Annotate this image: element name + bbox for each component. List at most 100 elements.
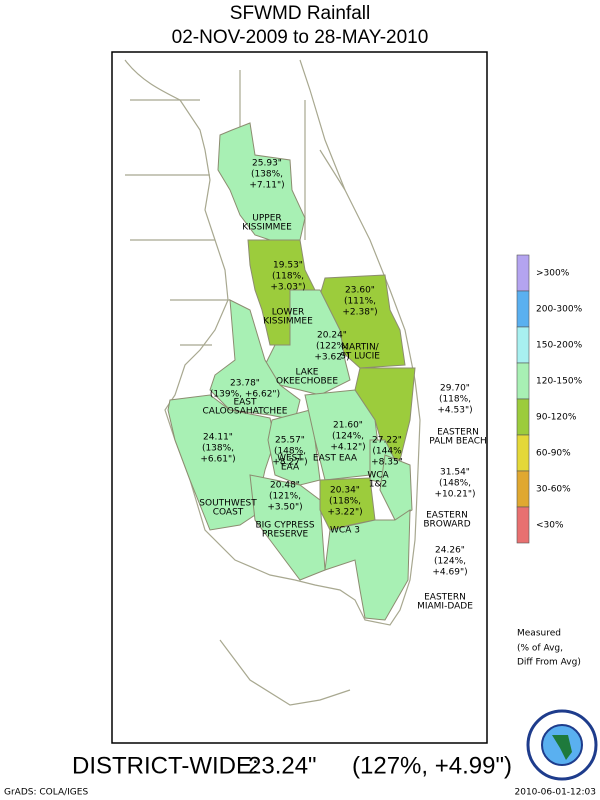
region-value: (148%, — [439, 479, 471, 489]
region-value: 20.34" — [330, 486, 360, 496]
logo — [526, 709, 598, 781]
legend-label: 150-200% — [536, 341, 583, 351]
legend-swatch — [516, 506, 530, 544]
legend-label: 60-90% — [536, 449, 571, 459]
footer-left: GrADS: COLA/IGES — [4, 788, 88, 798]
region-name: ST LUCIE — [340, 352, 380, 362]
region-value: +4.53") — [437, 406, 472, 416]
region-value: (122%, — [316, 342, 348, 352]
region-value: +2.38") — [342, 308, 377, 318]
region-value: 23.60" — [345, 286, 375, 296]
region-name: MIAMI-DADE — [417, 602, 473, 612]
region-value: (148%, — [274, 447, 306, 457]
region-name: EASTERN — [437, 428, 479, 438]
region-name: WCA — [367, 471, 389, 481]
region-value: +8.27") — [272, 458, 307, 468]
region-value: 20.24" — [317, 331, 347, 341]
region-value: 24.26" — [435, 546, 465, 556]
region-name: KISSIMMEE — [263, 317, 313, 327]
region-name: EASTERN — [424, 593, 466, 603]
region-value: 21.60" — [333, 421, 363, 431]
region-value: 24.11" — [203, 433, 233, 443]
region-value: 20.48" — [270, 481, 300, 491]
legend-swatch — [516, 434, 530, 472]
region-name: WCA 3 — [330, 526, 360, 536]
region-value: +7.11") — [249, 181, 284, 191]
region-shape — [324, 509, 411, 621]
region-labels: 25.93"(138%,+7.11")UPPERKISSIMMEE19.53"(… — [199, 159, 487, 612]
region-name: EAST EAA — [313, 454, 358, 464]
region-name: MARTIN/ — [341, 343, 379, 353]
region-value: (139%, +6.62") — [210, 390, 280, 400]
region-value: (118%, — [272, 272, 304, 282]
region-value: (124%, — [332, 432, 364, 442]
region-name: LAKE — [296, 368, 319, 378]
region-value: +3.50") — [267, 503, 302, 513]
coastline — [124, 59, 421, 706]
region-shape — [319, 477, 376, 531]
legend-label: <30% — [536, 521, 564, 531]
region-name: 1&2 — [369, 480, 387, 490]
region-name: OKEECHOBEE — [276, 377, 338, 387]
region-value: +3.22") — [327, 508, 362, 518]
region-value: 25.93" — [252, 159, 282, 169]
region-value: (111%, — [344, 297, 376, 307]
title: SFWMD Rainfall — [230, 3, 370, 24]
region-value: +4.69") — [432, 568, 467, 578]
region-value: (138%, — [202, 444, 234, 454]
region-name: UPPER — [252, 214, 281, 224]
region-name: KISSIMMEE — [242, 223, 292, 233]
region-value: +6.61") — [200, 455, 235, 465]
legend-swatch — [516, 398, 530, 436]
region-value: (138%, — [251, 170, 283, 180]
district-detail: (127%, +4.99") — [352, 752, 512, 779]
legend-label: >300% — [536, 269, 570, 279]
regions — [167, 122, 416, 621]
region-value: (118%, — [439, 395, 471, 405]
region-name: BROWARD — [423, 520, 470, 530]
note-line: (% of Avg, — [517, 644, 563, 654]
region-name: BIG CYPRESS — [255, 521, 314, 531]
legend-label: 90-120% — [536, 413, 577, 423]
region-name: LOWER — [272, 308, 305, 318]
map-frame — [111, 51, 488, 744]
region-name: WEST — [277, 454, 303, 464]
region-value: 23.78" — [230, 379, 260, 389]
subtitle: 02-NOV-2009 to 28-MAY-2010 — [172, 27, 429, 48]
note-line: Diff From Avg) — [517, 658, 581, 668]
note-line: Measured — [517, 629, 561, 639]
region-name: SOUTHWEST — [199, 499, 257, 509]
region-value: +3.03") — [270, 283, 305, 293]
region-value: +8.35" — [371, 458, 403, 468]
region-value: 29.70" — [440, 384, 470, 394]
legend-label: 30-60% — [536, 485, 571, 495]
region-value: 19.53" — [273, 261, 303, 271]
region-value: +10.21") — [435, 490, 476, 500]
district-total: 23.24" — [248, 752, 317, 779]
district-label: DISTRICT-WIDE: — [72, 752, 259, 779]
legend-swatch — [516, 362, 530, 400]
region-name: CALOOSAHATCHEE — [203, 407, 288, 417]
region-value: 27.22" — [372, 436, 402, 446]
legend-swatch — [516, 470, 530, 508]
region-value: (144% — [372, 447, 402, 457]
region-name: COAST — [213, 508, 244, 518]
legend-swatch — [516, 254, 530, 292]
region-name: PRESERVE — [262, 530, 309, 540]
legend-swatch — [516, 290, 530, 328]
footer-right: 2010-06-01-12:03 — [515, 788, 597, 798]
region-name: EAA — [281, 463, 300, 473]
legend-swatch — [516, 326, 530, 364]
region-value: 31.54" — [440, 468, 470, 478]
region-value: (118%, — [329, 497, 361, 507]
region-name: EASTERN — [426, 511, 468, 521]
region-shape — [249, 474, 326, 581]
legend: >300% 200-300% 150-200% 120-150% 90-120% 60-9… — [516, 254, 583, 544]
region-value: 25.57" — [275, 436, 305, 446]
region-value: +3.62") — [314, 353, 349, 363]
legend-label: 200-300% — [536, 305, 583, 315]
region-value: +4.12") — [330, 443, 365, 453]
region-name: EAST — [233, 398, 257, 408]
region-name: PALM BEACH — [429, 437, 487, 447]
